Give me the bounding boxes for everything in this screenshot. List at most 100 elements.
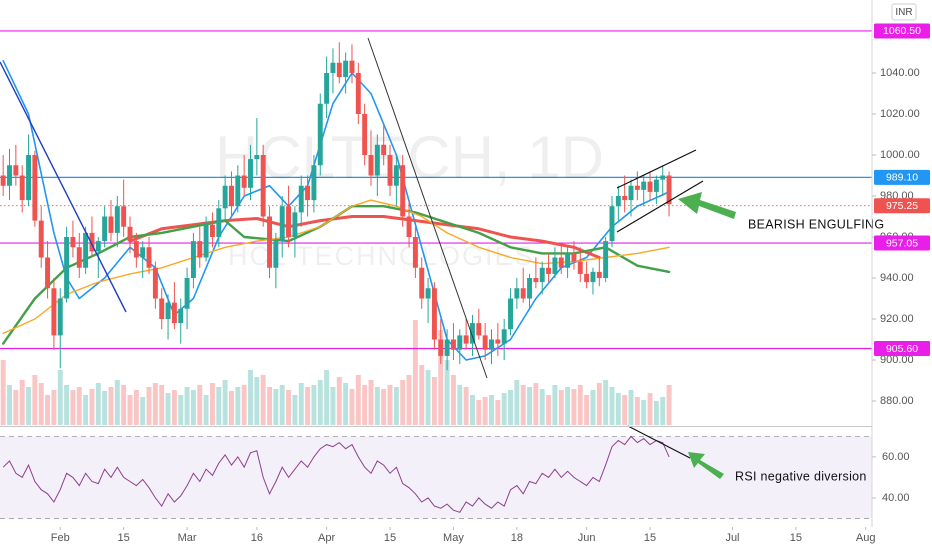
candle-body — [140, 247, 146, 258]
candle-body — [171, 302, 177, 324]
level-label: 989.10 — [886, 172, 918, 184]
volume-bar — [248, 370, 253, 425]
candle-body — [381, 144, 387, 155]
volume-bar — [83, 395, 89, 425]
volume-bar — [666, 385, 672, 425]
volume-bar — [45, 395, 51, 425]
candle-body — [520, 288, 526, 299]
candle-body — [32, 154, 38, 221]
candle-body — [355, 72, 361, 114]
volume-bar — [603, 380, 609, 425]
candle-body — [260, 154, 266, 217]
candle-body — [514, 288, 520, 299]
volume-bar — [552, 385, 558, 425]
volume-bar — [76, 387, 82, 425]
volume-bar — [501, 393, 507, 425]
volume-bar — [457, 385, 463, 425]
candle-body — [343, 60, 349, 78]
x-tick-label: 18 — [511, 532, 523, 544]
candle-body — [425, 288, 431, 299]
y-tick-label: 920.00 — [880, 313, 914, 325]
x-tick-label: May — [443, 532, 464, 544]
volume-bar — [660, 397, 666, 425]
volume-bar — [419, 365, 425, 425]
x-tick-label: 15 — [118, 532, 130, 544]
volume-bar — [520, 385, 526, 425]
candle-body — [349, 60, 355, 73]
candle-body — [254, 154, 260, 160]
candle-body — [203, 224, 209, 258]
volume-bar — [533, 383, 539, 425]
candle-body — [241, 175, 247, 188]
candle-body — [628, 185, 634, 201]
volume-bar — [577, 385, 583, 425]
x-tick-label: 15 — [384, 532, 396, 544]
volume-bar — [438, 330, 444, 425]
candle-body — [393, 165, 399, 186]
volume-bar — [171, 390, 177, 425]
volume-bar — [254, 377, 260, 425]
volume-bar — [349, 389, 355, 425]
candle-body — [336, 62, 342, 78]
volume-bar — [444, 360, 450, 425]
candle-body — [584, 273, 590, 283]
volume-bar — [508, 390, 513, 425]
volume-bar — [634, 397, 640, 425]
y-tick-label: 1040.00 — [880, 67, 920, 79]
candle-body — [121, 206, 127, 227]
level-label-box — [874, 23, 930, 39]
candle-body — [641, 181, 647, 190]
volume-bar — [596, 383, 602, 425]
volume-bar — [653, 401, 659, 425]
volume-bar — [26, 387, 32, 425]
candle-body — [501, 329, 507, 344]
volume-bar — [57, 370, 63, 425]
candle-body — [463, 335, 469, 344]
arrow — [678, 192, 736, 219]
candle-body — [387, 154, 393, 186]
candle-body — [469, 323, 475, 344]
volume-bar — [343, 383, 349, 425]
currency: INR — [895, 7, 912, 18]
volume-bar — [355, 375, 361, 425]
candle-body — [190, 241, 196, 279]
volume-bar — [431, 377, 437, 425]
candle-body — [38, 220, 44, 258]
volume-bar — [476, 400, 482, 425]
volume-bar — [216, 387, 222, 425]
level-label: 1060.50 — [883, 25, 921, 37]
volume-bar — [7, 385, 12, 425]
candle-body — [146, 247, 152, 268]
volume-bar — [628, 390, 634, 425]
volume-bar — [330, 387, 336, 425]
candle-body — [539, 267, 545, 283]
candle-body — [19, 175, 25, 201]
candle-body — [330, 62, 336, 73]
candle-body — [70, 236, 76, 248]
candle-body — [565, 253, 571, 268]
y-tick-label: 880.00 — [880, 395, 914, 407]
candle-body — [489, 339, 494, 350]
volume-bar — [609, 387, 615, 425]
candle-body — [165, 302, 171, 320]
volume-bar — [108, 387, 114, 425]
candle-body — [450, 339, 456, 350]
currency-box — [891, 3, 917, 21]
x-tick-label: 15 — [644, 532, 656, 544]
volume-bar — [165, 393, 171, 425]
volume-bar — [159, 385, 165, 425]
volume-bar — [184, 387, 190, 425]
candle-body — [615, 195, 621, 207]
volume-bar — [647, 393, 653, 425]
candle-body — [622, 195, 628, 201]
candle-body — [419, 267, 425, 299]
candle-body — [362, 113, 368, 155]
volume-bar — [381, 389, 387, 425]
annotation: RSI negative diversion — [735, 469, 867, 483]
candle-body — [229, 185, 234, 207]
candle-body — [286, 206, 292, 237]
volume-bar — [178, 395, 184, 425]
rsi-tick-label: 60.00 — [882, 451, 910, 463]
